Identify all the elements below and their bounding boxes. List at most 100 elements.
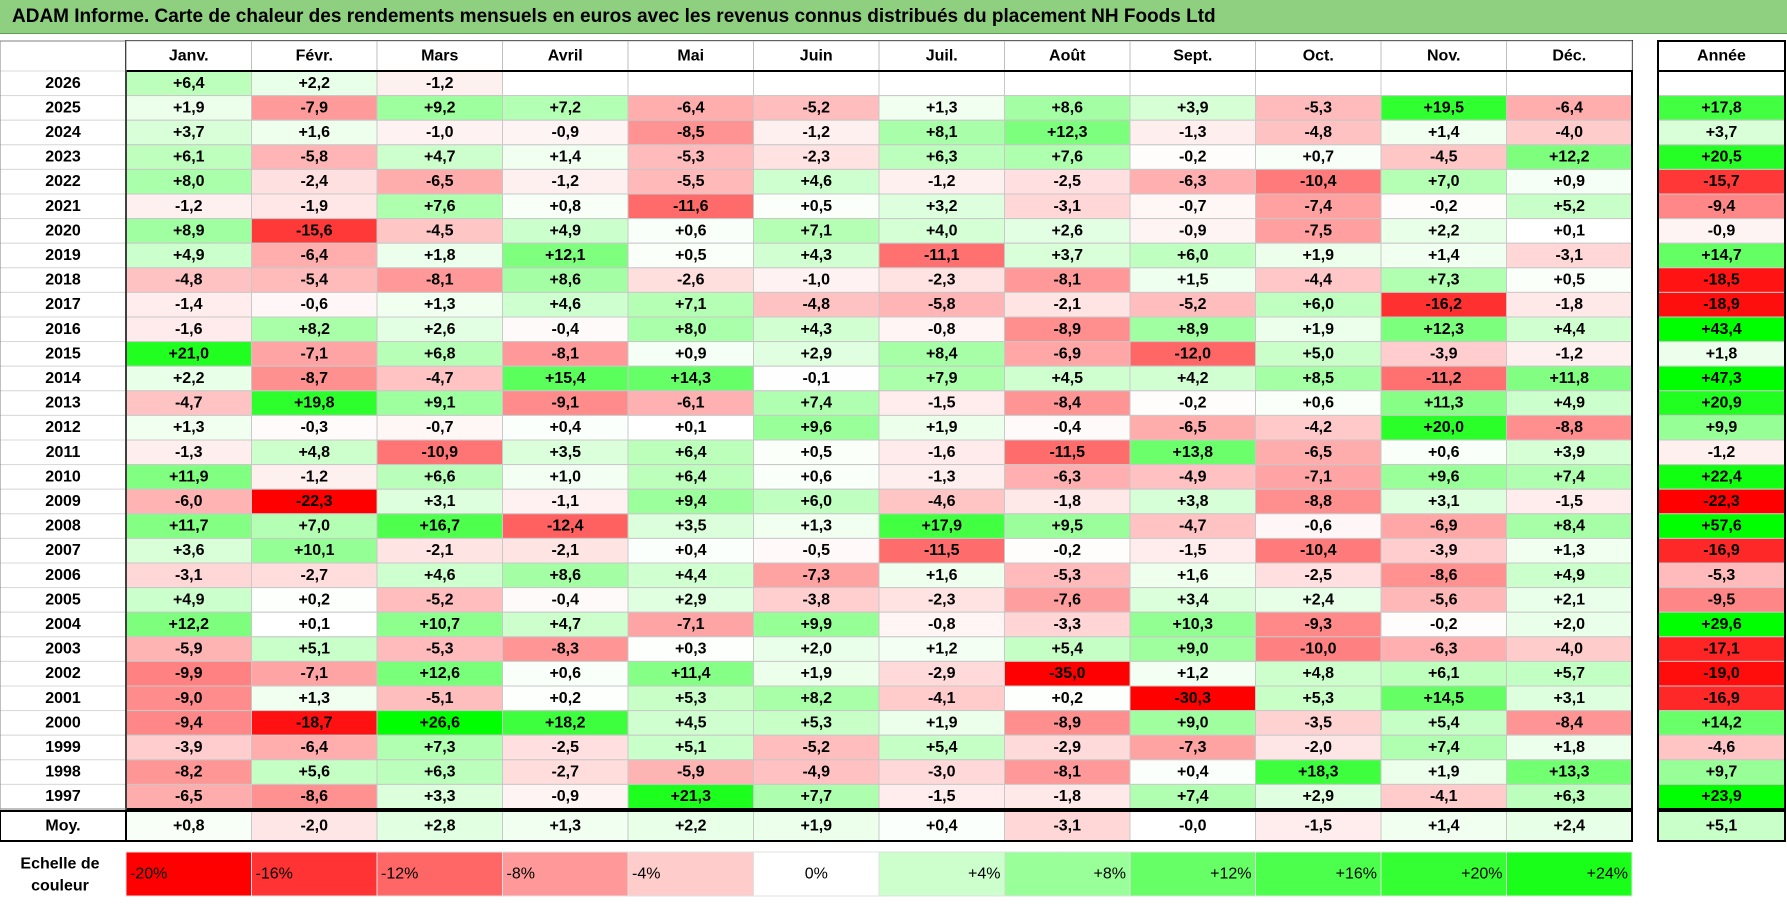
- heatmap-cell: [753, 168, 880, 195]
- annual-cell-value: -16,9: [1703, 690, 1740, 707]
- heatmap-cell: [125, 759, 252, 785]
- legend-swatch-label: -8%: [507, 866, 535, 883]
- heatmap-cell-value: +8,9: [173, 222, 205, 239]
- heatmap-cell-value: -2,5: [551, 739, 579, 756]
- heatmap-cell-value: +2,9: [1302, 788, 1334, 805]
- heatmap-cell-value: -1,6: [175, 321, 203, 338]
- heatmap-cell-value: -5,4: [300, 272, 328, 289]
- heatmap-cell-value: +1,9: [1428, 764, 1460, 781]
- heatmap-cell: [502, 119, 629, 146]
- annual-cell: [1657, 783, 1786, 810]
- heatmap-cell-value: +4,8: [1302, 665, 1334, 682]
- heatmap-cell-value: -8,6: [300, 788, 328, 805]
- heatmap-cell-value: +5,4: [926, 739, 958, 756]
- heatmap-cell-value: -2,4: [300, 173, 328, 190]
- heatmap-cell-value: +3,7: [1051, 247, 1083, 264]
- heatmap-cell-value: +2,0: [1553, 616, 1585, 633]
- annual-cell: [1657, 710, 1786, 736]
- heatmap-cell-value: -8,2: [175, 764, 203, 781]
- heatmap-cell-value: +4,6: [800, 173, 832, 190]
- heatmap-cell-value: +0,4: [675, 542, 707, 559]
- year-label: 2001: [45, 690, 81, 707]
- heatmap-cell: [1506, 783, 1633, 810]
- heatmap-cell-value: -1,2: [1555, 345, 1583, 362]
- heatmap-cell-value: -7,1: [1304, 468, 1332, 485]
- heatmap-cell: [1004, 464, 1131, 490]
- average-cell-value: -0,0: [1179, 818, 1207, 835]
- heatmap-cell-value: -2,9: [1053, 739, 1081, 756]
- average-cell-value: +2,8: [424, 818, 456, 835]
- heatmap-cell-value: +0,5: [1553, 272, 1585, 289]
- annual-cell: [1657, 611, 1786, 638]
- heatmap-cell: [878, 685, 1005, 712]
- heatmap-cell-value: -1,2: [802, 124, 830, 141]
- heatmap-cell: [627, 685, 754, 712]
- year-label-cell: [0, 267, 127, 293]
- heatmap-cell-value: -4,8: [175, 272, 203, 289]
- heatmap-cell: [251, 759, 378, 785]
- heatmap-cell-value: -3,9: [1430, 345, 1458, 362]
- annual-cell-value: +14,7: [1701, 247, 1742, 264]
- legend-swatch: [878, 851, 1005, 897]
- legend-swatch-label: 0%: [805, 866, 828, 883]
- average-cell-value: -3,1: [1053, 818, 1081, 835]
- average-cell-value: +2,2: [675, 818, 707, 835]
- heatmap-cell-value: +8,2: [800, 690, 832, 707]
- heatmap-cell: [1380, 537, 1507, 564]
- heatmap-cell-value: -4,8: [1304, 124, 1332, 141]
- heatmap-cell: [753, 70, 880, 97]
- month-header-cell: [753, 40, 880, 72]
- heatmap-cell-value: -6,1: [677, 395, 705, 412]
- heatmap-cell: [1129, 685, 1256, 712]
- heatmap-cell: [627, 710, 754, 736]
- month-header-label: Juil.: [926, 48, 958, 65]
- heatmap-cell-value: -5,2: [802, 99, 830, 116]
- heatmap-cell-value: +0,1: [1553, 222, 1585, 239]
- annual-cell-value: -22,3: [1703, 493, 1740, 510]
- year-label-cell: [0, 291, 127, 318]
- annual-cell-value: +57,6: [1701, 518, 1742, 535]
- heatmap-cell: [878, 660, 1005, 687]
- year-label-cell: [0, 341, 127, 367]
- heatmap-cell-value: -2,6: [677, 272, 705, 289]
- heatmap-cell-value: +8,2: [298, 321, 330, 338]
- month-header-label: Mai: [677, 48, 704, 65]
- heatmap-cell-value: -6,3: [1430, 641, 1458, 658]
- heatmap-cell-value: -1,0: [426, 124, 454, 141]
- month-header-cell: [1004, 40, 1131, 72]
- heatmap-cell: [1004, 513, 1131, 539]
- heatmap-cell: [125, 390, 252, 416]
- legend-swatch-label: +4%: [968, 866, 1000, 883]
- heatmap-cell: [1380, 168, 1507, 195]
- average-cell-value: +0,8: [173, 818, 205, 835]
- year-label-cell: [0, 562, 127, 589]
- heatmap-cell-value: +11,9: [169, 468, 209, 485]
- year-label-cell: [0, 513, 127, 539]
- heatmap-cell-value: -2,3: [802, 149, 830, 166]
- legend-swatch-label: +8%: [1094, 866, 1126, 883]
- heatmap-cell-value: -3,0: [928, 764, 956, 781]
- heatmap-cell-value: -2,3: [928, 591, 956, 608]
- heatmap-cell-value: -6,4: [1555, 99, 1583, 116]
- heatmap-cell: [627, 537, 754, 564]
- month-header-label: Févr.: [296, 48, 333, 65]
- heatmap-cell: [1129, 734, 1256, 761]
- heatmap-cell: [376, 562, 503, 589]
- heatmap-cell-value: +19,8: [294, 395, 335, 412]
- heatmap-cell-value: -8,9: [1053, 321, 1081, 338]
- heatmap-cell-value: -5,3: [1304, 99, 1332, 116]
- heatmap-cell-value: -15,6: [296, 222, 333, 239]
- heatmap-cell-value: +5,3: [675, 690, 707, 707]
- heatmap-cell: [1004, 710, 1131, 736]
- heatmap-cell: [376, 193, 503, 220]
- heatmap-cell: [627, 464, 754, 490]
- heatmap-cell-value: -0,7: [426, 419, 454, 436]
- heatmap-cell: [1380, 488, 1507, 515]
- heatmap-cell: [376, 636, 503, 662]
- heatmap-cell-value: -6,3: [1053, 468, 1081, 485]
- heatmap-cell: [502, 710, 629, 736]
- heatmap-cell: [251, 267, 378, 293]
- heatmap-cell-value: -2,5: [1304, 567, 1332, 584]
- heatmap-cell: [376, 464, 503, 490]
